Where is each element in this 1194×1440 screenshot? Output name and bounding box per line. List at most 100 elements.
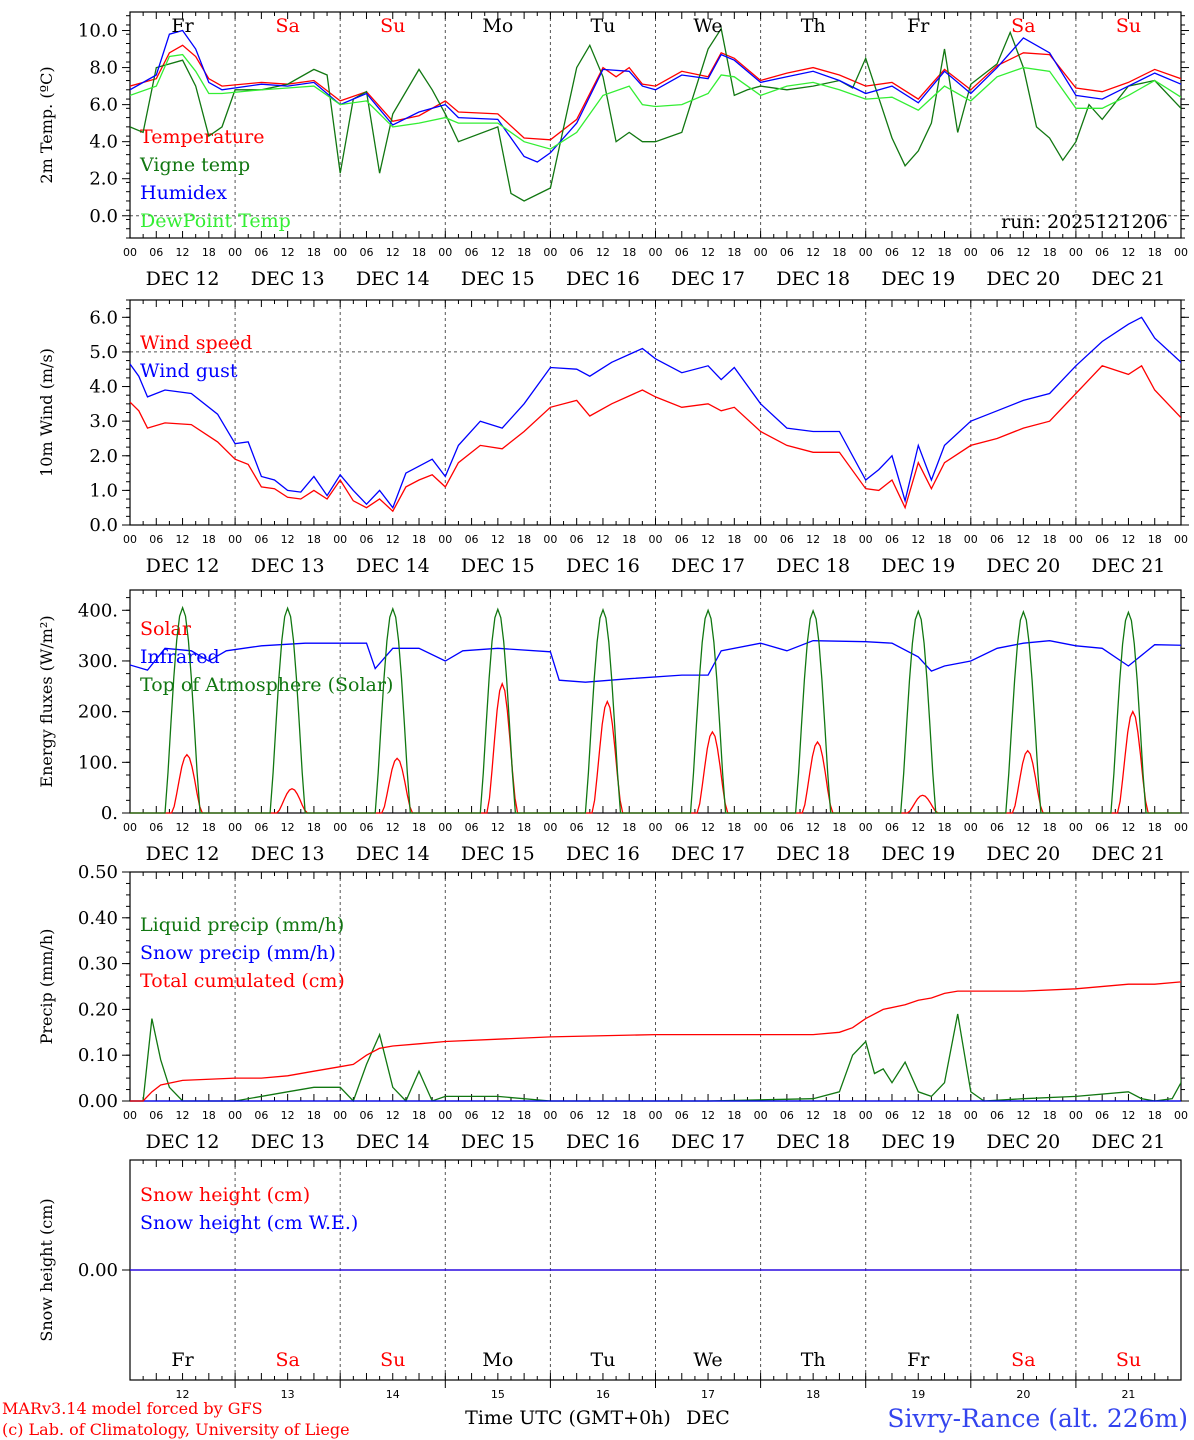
hour-tick-label: 00 bbox=[649, 246, 663, 259]
legend-entry: Infrared bbox=[140, 646, 220, 668]
hour-tick-label: 00 bbox=[964, 1109, 978, 1122]
date-label: DEC 17 bbox=[671, 1131, 745, 1153]
hour-tick-label: 12 bbox=[1016, 246, 1030, 259]
hour-tick-label: 12 bbox=[911, 246, 925, 259]
hour-tick-label: 18 bbox=[307, 1109, 321, 1122]
y-tick-label: 2.0 bbox=[89, 446, 118, 467]
panel-frame bbox=[129, 589, 1182, 814]
series-line-infrared bbox=[130, 640, 1181, 683]
hour-tick-label: 06 bbox=[990, 1109, 1004, 1122]
y-tick-label: 0.40 bbox=[78, 908, 118, 929]
y-tick-label: 0.10 bbox=[78, 1045, 118, 1066]
hour-tick-label: 00 bbox=[543, 821, 557, 834]
run-label: run: 2025121206 bbox=[1001, 211, 1168, 233]
y-tick-label: 0.20 bbox=[78, 999, 118, 1020]
hour-tick-label: 00 bbox=[438, 246, 452, 259]
legend-entry: Wind speed bbox=[140, 332, 252, 354]
hour-tick-label: 18 bbox=[1043, 246, 1057, 259]
weekday-label-top: Su bbox=[380, 15, 405, 37]
hour-tick-label: 06 bbox=[990, 246, 1004, 259]
day-number-label: 19 bbox=[911, 1388, 925, 1401]
legend-entry: Snow precip (mm/h) bbox=[140, 942, 336, 964]
hour-tick-label: 12 bbox=[281, 821, 295, 834]
y-tick-label: 4.0 bbox=[89, 132, 118, 153]
y-tick-label: 0.50 bbox=[78, 862, 118, 883]
hour-tick-label: 12 bbox=[596, 246, 610, 259]
hour-tick-label: 18 bbox=[1043, 533, 1057, 546]
date-label: DEC 18 bbox=[776, 268, 850, 290]
date-label: DEC 12 bbox=[146, 843, 220, 865]
date-label: DEC 18 bbox=[776, 555, 850, 577]
hour-tick-label: 00 bbox=[333, 1109, 347, 1122]
hour-tick-label: 12 bbox=[1121, 821, 1135, 834]
hour-tick-label: 12 bbox=[1121, 246, 1135, 259]
series-line-wind-speed bbox=[130, 364, 1181, 513]
hour-tick-label: 06 bbox=[359, 1109, 373, 1122]
hour-tick-label: 12 bbox=[806, 246, 820, 259]
hour-tick-label: 12 bbox=[176, 1109, 190, 1122]
hour-tick-label: 00 bbox=[543, 1109, 557, 1122]
hour-tick-label: 06 bbox=[254, 1109, 268, 1122]
date-label: DEC 13 bbox=[251, 268, 325, 290]
date-label: DEC 17 bbox=[671, 843, 745, 865]
hour-tick-label: 18 bbox=[832, 1109, 846, 1122]
hour-tick-label: 00 bbox=[859, 246, 873, 259]
weekday-label-bottom: Fr bbox=[171, 1349, 194, 1371]
legend-entry: Humidex bbox=[140, 182, 227, 204]
legend-entry: Snow height (cm W.E.) bbox=[140, 1212, 358, 1234]
hour-tick-label: 00 bbox=[649, 1109, 663, 1122]
month-label: DEC bbox=[686, 1407, 730, 1429]
hour-tick-label: 00 bbox=[1174, 246, 1188, 259]
copyright-credit: (c) Lab. of Climatology, University of L… bbox=[2, 1420, 350, 1439]
y-tick-label: 0. bbox=[101, 803, 118, 824]
hour-tick-label: 00 bbox=[964, 246, 978, 259]
weekday-label-bottom: Sa bbox=[1011, 1349, 1035, 1371]
hour-tick-label: 00 bbox=[123, 533, 137, 546]
hour-tick-label: 18 bbox=[517, 1109, 531, 1122]
hour-tick-label: 12 bbox=[596, 1109, 610, 1122]
date-label: DEC 19 bbox=[881, 268, 955, 290]
date-label: DEC 21 bbox=[1092, 843, 1166, 865]
hour-tick-label: 12 bbox=[1016, 821, 1030, 834]
legend-entry: Snow height (cm) bbox=[140, 1184, 310, 1206]
hour-tick-label: 06 bbox=[149, 533, 163, 546]
weekday-label-bottom: Sa bbox=[275, 1349, 299, 1371]
hour-tick-label: 12 bbox=[806, 533, 820, 546]
hour-tick-label: 00 bbox=[859, 1109, 873, 1122]
y-tick-label: 8.0 bbox=[89, 58, 118, 79]
date-label: DEC 16 bbox=[566, 1131, 640, 1153]
y-tick-label: 200. bbox=[78, 702, 118, 723]
hour-tick-label: 06 bbox=[254, 246, 268, 259]
y-tick-label: 100. bbox=[78, 752, 118, 773]
weekday-label-top: Sa bbox=[275, 15, 299, 37]
hour-tick-label: 06 bbox=[990, 533, 1004, 546]
weekday-label-top: Fr bbox=[907, 15, 930, 37]
hour-tick-label: 18 bbox=[938, 533, 952, 546]
date-label: DEC 16 bbox=[566, 268, 640, 290]
hour-tick-label: 12 bbox=[491, 821, 505, 834]
hour-tick-label: 00 bbox=[543, 246, 557, 259]
hour-tick-label: 00 bbox=[1069, 533, 1083, 546]
hour-tick-label: 00 bbox=[333, 246, 347, 259]
series-line-humidex bbox=[130, 29, 1181, 163]
hour-tick-label: 06 bbox=[359, 246, 373, 259]
weekday-label-bottom: We bbox=[693, 1349, 722, 1371]
hour-tick-label: 18 bbox=[412, 533, 426, 546]
weekday-label-bottom: Su bbox=[1116, 1349, 1141, 1371]
hour-tick-label: 12 bbox=[911, 821, 925, 834]
hour-tick-label: 06 bbox=[1095, 1109, 1109, 1122]
date-label: DEC 20 bbox=[986, 1131, 1060, 1153]
date-label: DEC 13 bbox=[251, 843, 325, 865]
hour-tick-label: 18 bbox=[202, 246, 216, 259]
date-label: DEC 21 bbox=[1092, 1131, 1166, 1153]
date-label: DEC 15 bbox=[461, 555, 535, 577]
hour-tick-label: 06 bbox=[885, 533, 899, 546]
hour-tick-label: 00 bbox=[964, 533, 978, 546]
date-label: DEC 21 bbox=[1092, 268, 1166, 290]
date-label: DEC 18 bbox=[776, 1131, 850, 1153]
hour-tick-label: 06 bbox=[254, 821, 268, 834]
hour-tick-label: 06 bbox=[570, 246, 584, 259]
hour-tick-label: 18 bbox=[517, 246, 531, 259]
hour-tick-label: 06 bbox=[780, 246, 794, 259]
weekday-label-top: Su bbox=[1116, 15, 1141, 37]
